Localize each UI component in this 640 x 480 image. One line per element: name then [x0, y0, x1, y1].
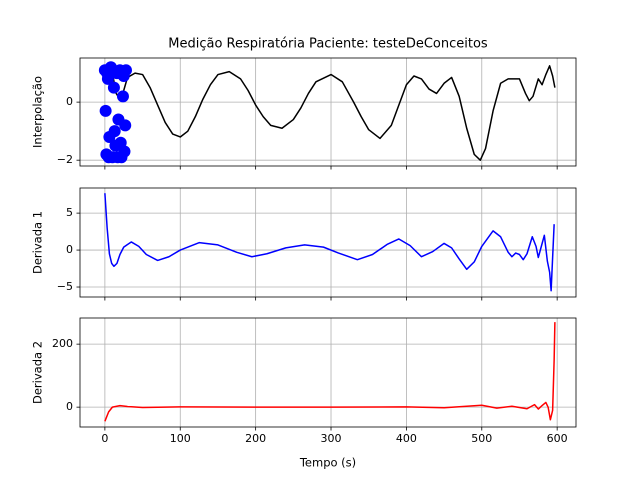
y-tick-label: 0 — [66, 243, 73, 256]
x-tick-label: 0 — [101, 432, 108, 445]
x-tick-label: 400 — [396, 432, 417, 445]
y-tick-label: 5 — [66, 206, 73, 219]
y-axis-label: Interpolação — [31, 76, 45, 148]
plot-area — [104, 62, 556, 161]
x-tick-label: 300 — [321, 432, 342, 445]
y-tick-label: 0 — [66, 95, 73, 108]
scatter-point — [114, 136, 127, 149]
y-tick-label: 0 — [66, 400, 73, 413]
x-tick-label: 200 — [245, 432, 266, 445]
y-axis-label: Derivada 2 — [31, 341, 45, 404]
y-axis-label: Derivada 1 — [31, 211, 45, 274]
scatter-point — [117, 70, 130, 82]
scatter-point — [116, 90, 129, 103]
scatter-point — [111, 151, 124, 164]
scatter-point — [99, 104, 112, 117]
plot-area — [104, 322, 556, 422]
plot-area — [104, 193, 555, 292]
axes-frame — [79, 187, 577, 298]
x-tick-label: 100 — [170, 432, 191, 445]
scatter-point — [102, 151, 115, 164]
axes-frame — [79, 317, 577, 428]
axes-frame — [79, 57, 577, 167]
scatter-point — [108, 125, 121, 138]
scatter-point — [119, 119, 132, 132]
data-line — [104, 62, 556, 161]
data-line — [104, 322, 556, 422]
chart-title: Medição Respiratória Paciente: testeDeCo… — [168, 37, 488, 52]
x-tick-label: 500 — [471, 432, 492, 445]
y-tick-label: −5 — [57, 280, 73, 293]
y-tick-label: −2 — [57, 153, 73, 166]
x-axis-label: Tempo (s) — [299, 456, 356, 470]
x-tick-label: 600 — [547, 432, 568, 445]
scatter-point — [107, 81, 120, 94]
y-tick-label: 200 — [52, 337, 73, 350]
scatter-point — [101, 67, 114, 80]
data-line — [104, 193, 555, 292]
